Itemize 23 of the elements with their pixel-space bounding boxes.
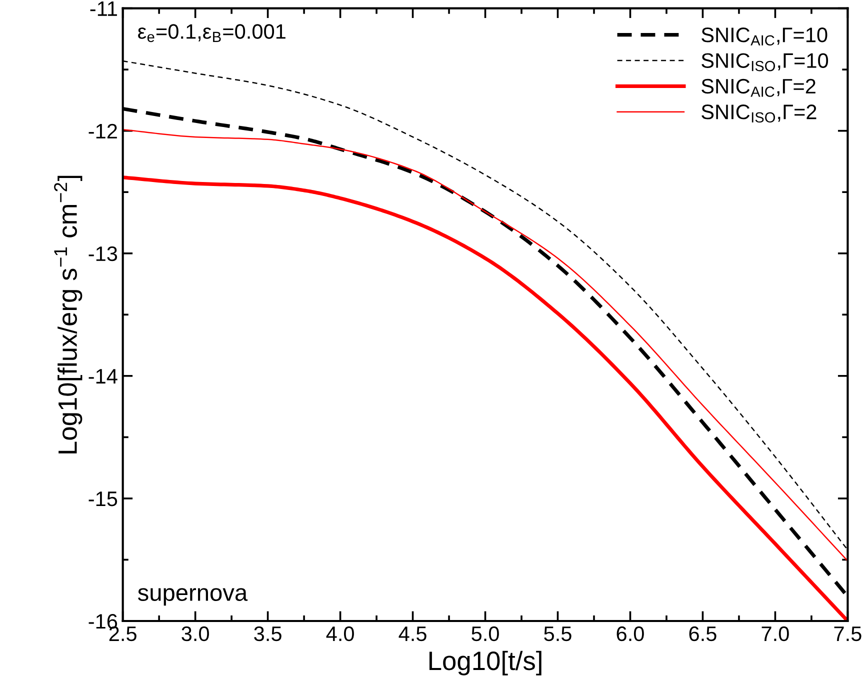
legend-label: SNIC$_{AIC}$,Γ=2 [702,78,816,97]
legend-label: SNIC$_{AIC}$,Γ=10 [702,28,828,46]
y-tick-label: -13 [88,246,118,262]
legend-label: SNIC$_{ISO}$,Γ=2 [702,104,816,123]
y-tick-label: -11 [90,1,117,16]
annotation: supernova [138,588,248,606]
x-tick-label: 4.0 [326,626,354,642]
annotation: ε$_{e}$=0.1,ε$_{B}$=0.001 [138,24,286,42]
x-tick-label: 3.0 [182,626,209,642]
y-tick-label: -15 [88,492,118,506]
x-tick-label: 4.5 [398,626,426,642]
x-axis-title: Log10[t/s] [429,650,542,676]
x-tick-label: 5.0 [472,626,499,642]
legend-label: SNIC$_{ISO}$,Γ=10 [702,53,828,72]
y-tick-label: -12 [88,124,117,138]
x-tick-label: 6.0 [616,626,644,642]
y-tick-label: -14 [88,369,118,384]
x-tick-label: 3.5 [254,626,282,642]
x-tick-label: 5.5 [544,626,572,642]
x-tick-label: 7.0 [762,626,789,642]
y-axis-title: Log10[flux/erg s$^{−1}$ cm$^{−2}$] [54,176,82,454]
x-tick-label: 6.5 [689,626,716,642]
x-tick-label: 7.5 [834,626,862,642]
